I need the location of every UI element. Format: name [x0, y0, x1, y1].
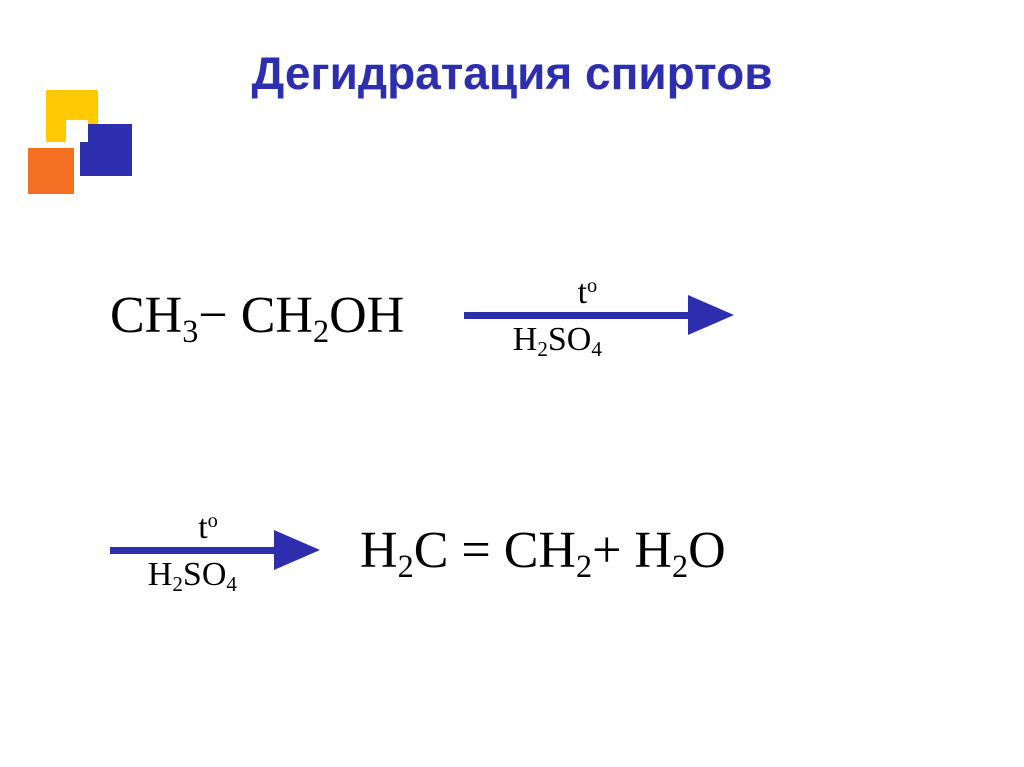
- reaction-arrow-2: to H2SO4: [110, 500, 320, 600]
- arrow-line: [464, 312, 694, 319]
- slide-title: Дегидратация спиртов: [0, 46, 1024, 100]
- equation-row-2: to H2SO4 H2C = CH2 + H2O: [110, 500, 726, 600]
- arrow-head-icon: [274, 530, 320, 570]
- reaction-arrow-1: to H2SO4: [464, 265, 734, 365]
- arrow-top-label: to: [198, 509, 218, 547]
- arrow-top-label: to: [578, 274, 598, 312]
- product-formula: H2C = CH2 + H2O: [360, 521, 726, 580]
- arrow-head-icon: [688, 295, 734, 335]
- slide-logo: [28, 90, 148, 210]
- arrow-line: [110, 547, 280, 554]
- arrow-bottom-label: H2SO4: [148, 556, 237, 594]
- reactant-formula: CH3 − CH2OH: [110, 286, 404, 345]
- arrow-bottom-label: H2SO4: [513, 321, 602, 359]
- equation-row-1: CH3 − CH2OH to H2SO4: [110, 265, 734, 365]
